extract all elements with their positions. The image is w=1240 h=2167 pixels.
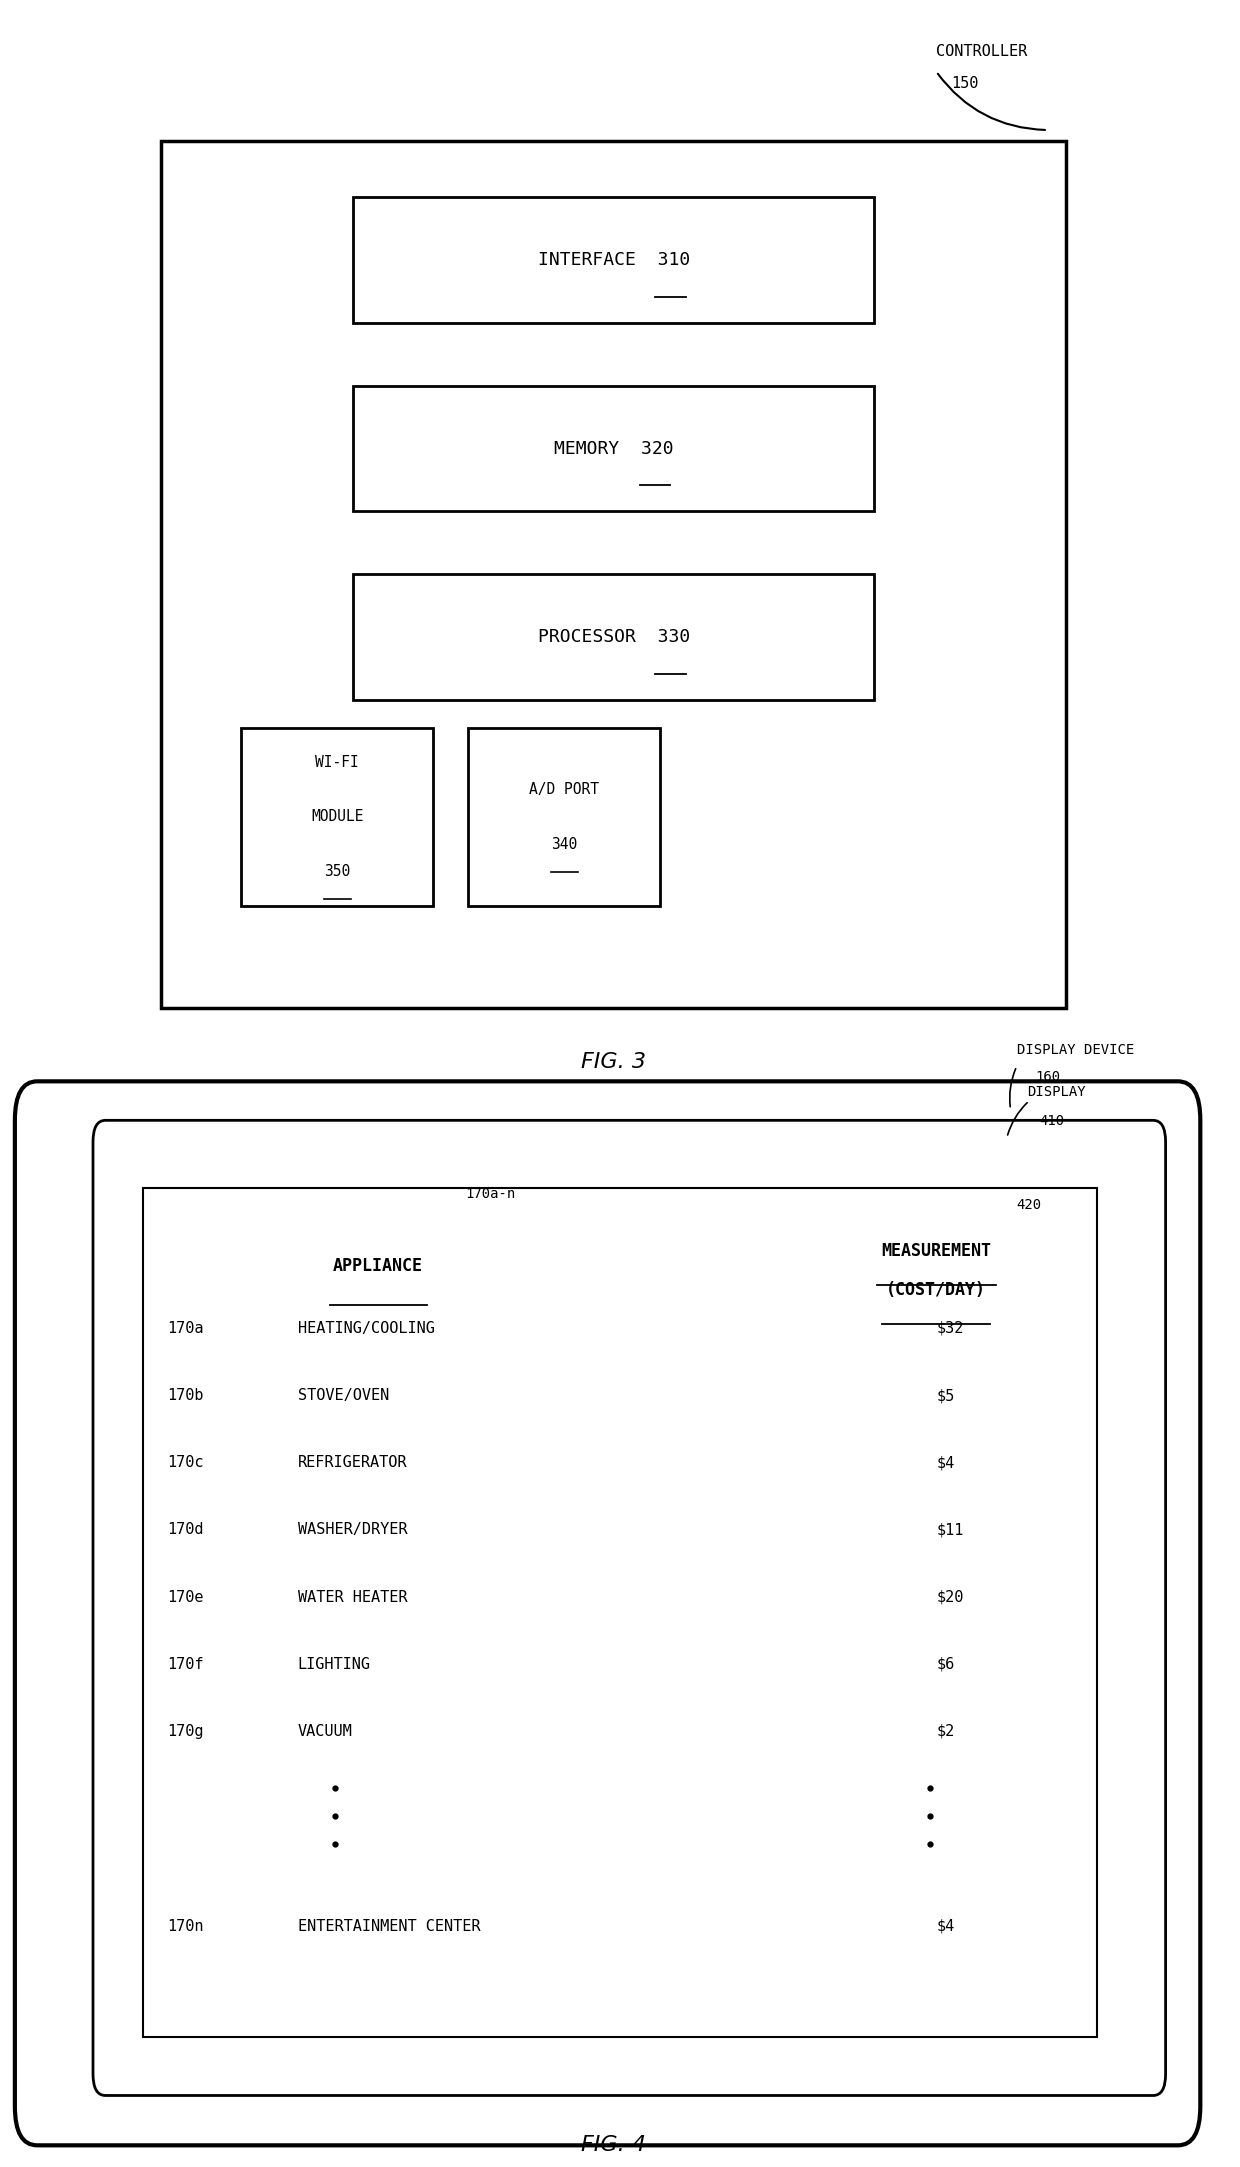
Text: REFRIGERATOR: REFRIGERATOR: [298, 1456, 407, 1469]
Bar: [469, 728, 660, 906]
Text: 170n: 170n: [167, 1920, 203, 1933]
Text: WI-FI: WI-FI: [315, 756, 360, 769]
Text: 170a-n: 170a-n: [465, 1188, 516, 1201]
Text: 150: 150: [951, 76, 978, 91]
Bar: [143, 1188, 1097, 2037]
Text: 170a: 170a: [167, 1322, 203, 1335]
Text: CONTROLLER: CONTROLLER: [936, 43, 1028, 59]
Text: (COST/DAY): (COST/DAY): [887, 1281, 986, 1298]
Text: INTERFACE  310: INTERFACE 310: [538, 251, 689, 269]
Text: 170g: 170g: [167, 1725, 203, 1738]
Text: $20: $20: [936, 1591, 963, 1604]
Text: VACUUM: VACUUM: [298, 1725, 352, 1738]
Bar: [353, 386, 874, 511]
Text: $4: $4: [936, 1920, 955, 1933]
Text: DISPLAY DEVICE: DISPLAY DEVICE: [1017, 1044, 1135, 1057]
Text: MODULE: MODULE: [311, 810, 363, 823]
Text: 160: 160: [1035, 1070, 1060, 1084]
Text: PROCESSOR  330: PROCESSOR 330: [538, 628, 689, 646]
Text: $2: $2: [936, 1725, 955, 1738]
Bar: [353, 197, 874, 323]
Text: $11: $11: [936, 1523, 963, 1536]
Text: $4: $4: [936, 1456, 955, 1469]
Text: $32: $32: [936, 1322, 963, 1335]
Text: DISPLAY: DISPLAY: [1027, 1086, 1085, 1099]
Text: $6: $6: [936, 1658, 955, 1671]
Text: FIG. 3: FIG. 3: [582, 1051, 646, 1073]
Text: MEASUREMENT: MEASUREMENT: [882, 1242, 991, 1259]
Text: MEMORY  320: MEMORY 320: [554, 440, 673, 457]
Text: ENTERTAINMENT CENTER: ENTERTAINMENT CENTER: [298, 1920, 480, 1933]
FancyBboxPatch shape: [15, 1081, 1200, 2145]
Text: 170c: 170c: [167, 1456, 203, 1469]
Text: LIGHTING: LIGHTING: [298, 1658, 371, 1671]
Text: 170d: 170d: [167, 1523, 203, 1536]
Text: FIG. 4: FIG. 4: [582, 2134, 646, 2156]
Text: 340: 340: [551, 836, 578, 852]
Text: 350: 350: [324, 865, 351, 878]
Text: 170e: 170e: [167, 1591, 203, 1604]
Text: $5: $5: [936, 1389, 955, 1402]
Text: STOVE/OVEN: STOVE/OVEN: [298, 1389, 389, 1402]
Bar: [241, 728, 434, 906]
Bar: [161, 141, 1066, 1008]
Text: 170b: 170b: [167, 1389, 203, 1402]
Text: 170f: 170f: [167, 1658, 203, 1671]
Text: 410: 410: [1039, 1114, 1064, 1127]
Text: WATER HEATER: WATER HEATER: [298, 1591, 407, 1604]
FancyBboxPatch shape: [93, 1120, 1166, 2095]
Text: HEATING/COOLING: HEATING/COOLING: [298, 1322, 434, 1335]
Text: A/D PORT: A/D PORT: [529, 782, 599, 797]
Text: APPLIANCE: APPLIANCE: [334, 1257, 423, 1274]
Bar: [353, 574, 874, 700]
Text: 420: 420: [1017, 1198, 1042, 1211]
Text: WASHER/DRYER: WASHER/DRYER: [298, 1523, 407, 1536]
